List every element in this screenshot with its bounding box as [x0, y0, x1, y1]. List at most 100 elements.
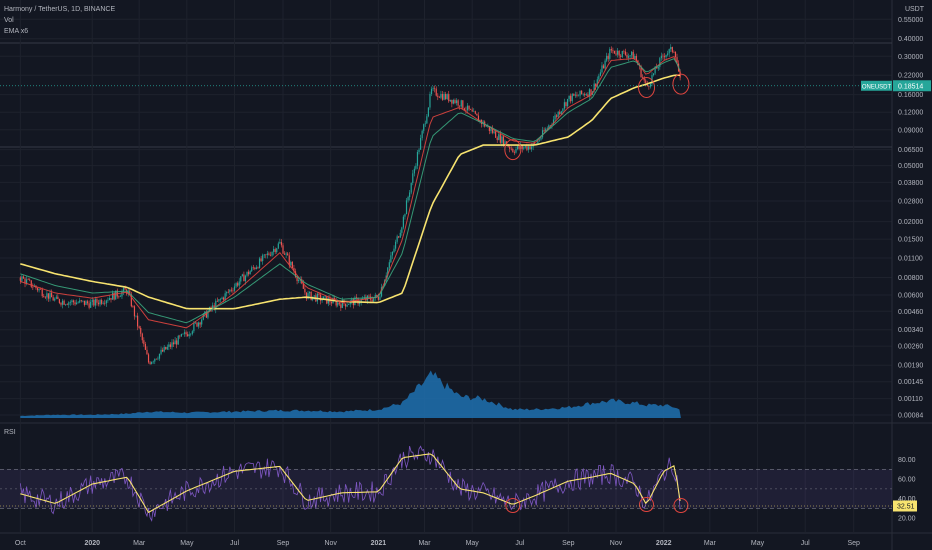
price-tick-label: 0.02000 — [898, 219, 923, 226]
candle-body — [521, 145, 523, 149]
candle-body — [68, 302, 70, 305]
ema-legend[interactable]: EMA x6 — [4, 28, 29, 35]
candle-body — [224, 293, 226, 300]
candle-body — [249, 271, 251, 275]
candle-body — [559, 111, 561, 115]
candle-body — [668, 49, 670, 54]
rsi-tick-label: 20.00 — [898, 516, 916, 523]
candle-body — [571, 93, 573, 102]
candle-body — [160, 349, 162, 354]
candle-body — [294, 271, 297, 277]
rsi-last-value: 32.51 — [897, 503, 915, 510]
candle-body — [268, 253, 270, 255]
price-tick-label: 0.16000 — [898, 92, 923, 99]
candle-body — [538, 139, 541, 141]
candle-body — [579, 90, 581, 96]
candle-body — [74, 302, 76, 305]
candle-body — [149, 362, 151, 364]
price-tick-label: 0.00340 — [898, 327, 923, 334]
candle-body — [258, 258, 261, 268]
candle-body — [165, 346, 167, 350]
candle-body — [69, 302, 71, 303]
candle-body — [656, 66, 658, 69]
candle-body — [102, 303, 104, 304]
candle-body — [171, 342, 173, 347]
candle-body — [196, 322, 198, 327]
candle-body — [138, 326, 140, 328]
candle-body — [649, 84, 652, 87]
candle-body — [593, 83, 595, 92]
candle-body — [94, 299, 96, 306]
candle-body — [338, 302, 340, 305]
candle-body — [230, 289, 233, 291]
candle-body — [47, 293, 50, 299]
rsi-tick-label: 40.00 — [898, 496, 916, 503]
candle-body — [588, 89, 591, 97]
candle-body — [29, 279, 31, 281]
rsi-line — [19, 445, 681, 522]
legend: Harmony / TetherUS, 1D, BINANCE Vol EMA … — [4, 4, 115, 37]
candle-body — [323, 296, 325, 300]
candle-body — [222, 297, 225, 300]
time-tick-label: Mar — [418, 540, 431, 547]
price-tick-label: 0.00110 — [898, 396, 923, 403]
candle-body — [498, 134, 500, 140]
candle-body — [527, 146, 530, 150]
annotation-circle — [672, 73, 690, 95]
volume-legend[interactable]: Vol — [4, 17, 14, 24]
candle-body — [556, 115, 558, 117]
rsi-legend[interactable]: RSI — [4, 429, 16, 436]
candle-body — [674, 51, 677, 58]
candle-body — [566, 98, 569, 107]
candle-body — [643, 77, 645, 81]
candle-body — [446, 94, 448, 99]
candle-body — [676, 57, 678, 64]
price-tick-label: 0.00084 — [898, 413, 923, 420]
candle-body — [140, 327, 142, 334]
candle-body — [351, 299, 353, 301]
candle-body — [407, 197, 409, 201]
time-tick-label: Nov — [610, 540, 623, 547]
candle-body — [241, 274, 243, 277]
candle-body — [546, 128, 548, 130]
candle-body — [41, 289, 43, 297]
symbol-title[interactable]: Harmony / TetherUS, 1D, BINANCE — [4, 6, 116, 13]
time-tick-label: May — [180, 540, 194, 547]
candle-body — [122, 287, 125, 292]
candle-body — [401, 227, 403, 233]
candle-body — [496, 137, 498, 140]
candle-body — [215, 300, 217, 310]
price-tick-label: 0.02800 — [898, 199, 923, 206]
candle-body — [24, 278, 26, 284]
candle-body — [585, 94, 587, 96]
candle-body — [671, 47, 673, 52]
candle-body — [19, 277, 21, 281]
candle-body — [387, 267, 389, 276]
candle-body — [640, 66, 642, 78]
candle-body — [660, 55, 662, 59]
candle-body — [201, 319, 203, 325]
candle-body — [276, 248, 278, 253]
candle-body — [163, 346, 165, 352]
candle-body — [40, 289, 42, 290]
candle-body — [627, 56, 630, 58]
price-tick-label: 0.55000 — [898, 17, 923, 24]
candle-body — [657, 66, 659, 69]
candle-body — [537, 140, 539, 144]
candle-body — [49, 292, 51, 299]
candle-body — [255, 267, 258, 269]
candle-body — [246, 271, 248, 276]
candle-body — [101, 299, 103, 304]
candle-body — [32, 286, 34, 288]
candle-body — [50, 292, 53, 298]
candle-body — [194, 322, 197, 324]
time-tick-label: Jul — [515, 540, 524, 547]
candle-body — [183, 332, 186, 334]
candle-body — [452, 100, 455, 104]
annotation-circle — [639, 497, 655, 513]
candle-body — [72, 300, 75, 303]
candle-body — [429, 94, 431, 108]
time-tick-label: Sep — [277, 540, 290, 547]
price-tick-label: 0.03800 — [898, 180, 923, 187]
